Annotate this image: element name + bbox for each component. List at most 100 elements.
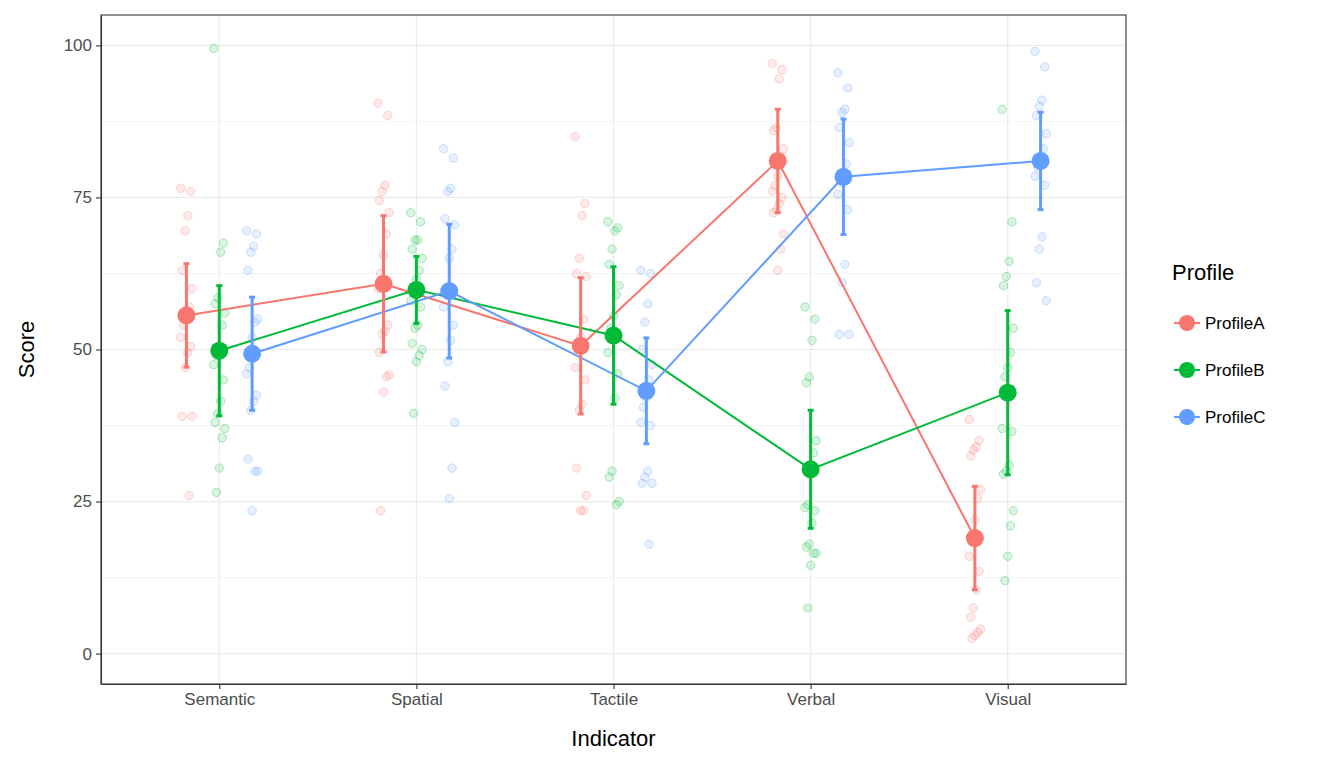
raw-point [221, 424, 229, 432]
raw-point [775, 75, 783, 83]
raw-point [774, 266, 782, 274]
tick: 75 [73, 188, 101, 207]
raw-point [644, 300, 652, 308]
error-bar-cap [611, 265, 617, 268]
tick: Visual [985, 684, 1031, 709]
raw-point [645, 540, 653, 548]
raw-point [1038, 233, 1046, 241]
axis-line [101, 16, 102, 685]
raw-point [1009, 506, 1017, 514]
raw-point [778, 66, 786, 74]
plot-frame [101, 15, 1126, 684]
mean-point [572, 337, 590, 355]
raw-point [186, 187, 194, 195]
raw-point [834, 69, 842, 77]
raw-point [808, 336, 816, 344]
tick-label: 25 [73, 492, 92, 511]
error-bar-cap [249, 296, 255, 299]
error-bar-cap [643, 442, 649, 445]
raw-point [448, 464, 456, 472]
tick-label: 100 [64, 36, 92, 55]
raw-point [242, 370, 250, 378]
raw-point [412, 357, 420, 365]
tick-label: Verbal [787, 690, 835, 709]
raw-point [841, 260, 849, 268]
raw-point [578, 212, 586, 220]
raw-point [379, 388, 387, 396]
error-bar-cap [381, 214, 387, 217]
raw-point [779, 230, 787, 238]
raw-point [378, 187, 386, 195]
grid [101, 15, 1126, 684]
raw-point [768, 59, 776, 67]
error-bar-cap [840, 233, 846, 236]
raw-point [1008, 218, 1016, 226]
raw-point [966, 452, 974, 460]
error-bar-cap [808, 527, 814, 530]
grid-line [810, 15, 811, 684]
error-bar-cap [775, 108, 781, 111]
tick-mark [219, 684, 220, 689]
raw-point [768, 187, 776, 195]
tick-mark [96, 654, 101, 655]
mean-point [834, 168, 852, 186]
tick: 50 [73, 340, 101, 359]
error-bar-cap [972, 588, 978, 591]
plot-background [101, 15, 1126, 684]
tick-mark [1008, 684, 1009, 689]
x-axis-title: Indicator [571, 726, 655, 751]
raw-point [802, 543, 810, 551]
raw-point [439, 145, 447, 153]
legend-key-point [1179, 362, 1195, 378]
raw-point [648, 479, 656, 487]
tick: 0 [83, 645, 101, 664]
raw-point [219, 239, 227, 247]
error-bar-cap [808, 409, 814, 412]
error-bar-cap [775, 211, 781, 214]
raw-point [449, 154, 457, 162]
raw-point [408, 245, 416, 253]
error-bar-cap [183, 366, 189, 369]
raw-point [248, 506, 256, 514]
raw-point [188, 412, 196, 420]
error-bar-cap [216, 414, 222, 417]
error-bar-cap [381, 350, 387, 353]
raw-point [811, 315, 819, 323]
raw-point [1031, 47, 1039, 55]
raw-point [804, 604, 812, 612]
raw-point [411, 324, 419, 332]
raw-point [998, 424, 1006, 432]
tick: Spatial [391, 684, 443, 709]
raw-point [812, 437, 820, 445]
raw-point [177, 184, 185, 192]
tick: 100 [64, 36, 101, 55]
raw-point [444, 187, 452, 195]
error-bar-cap [578, 412, 584, 415]
raw-point [211, 418, 219, 426]
raw-point [843, 84, 851, 92]
raw-point [244, 266, 252, 274]
error-bar-cap [643, 336, 649, 339]
raw-point [1042, 129, 1050, 137]
raw-point [581, 199, 589, 207]
legend-label: ProfileA [1205, 314, 1265, 333]
legend-label: ProfileC [1205, 408, 1265, 427]
raw-point [408, 339, 416, 347]
raw-point [407, 208, 415, 216]
raw-point [809, 549, 817, 557]
mean-point [769, 152, 787, 170]
raw-point [377, 506, 385, 514]
error-bar-cap [1005, 309, 1011, 312]
tick-label: 75 [73, 188, 92, 207]
raw-point [216, 248, 224, 256]
legend-item: ProfileB [1174, 361, 1265, 380]
tick: 25 [73, 492, 101, 511]
tick-label: Tactile [590, 690, 638, 709]
raw-point [1002, 272, 1010, 280]
error-bar-cap [183, 262, 189, 265]
raw-point [244, 455, 252, 463]
mean-point [440, 282, 458, 300]
raw-point [416, 218, 424, 226]
raw-point [845, 139, 853, 147]
mean-point [637, 382, 655, 400]
